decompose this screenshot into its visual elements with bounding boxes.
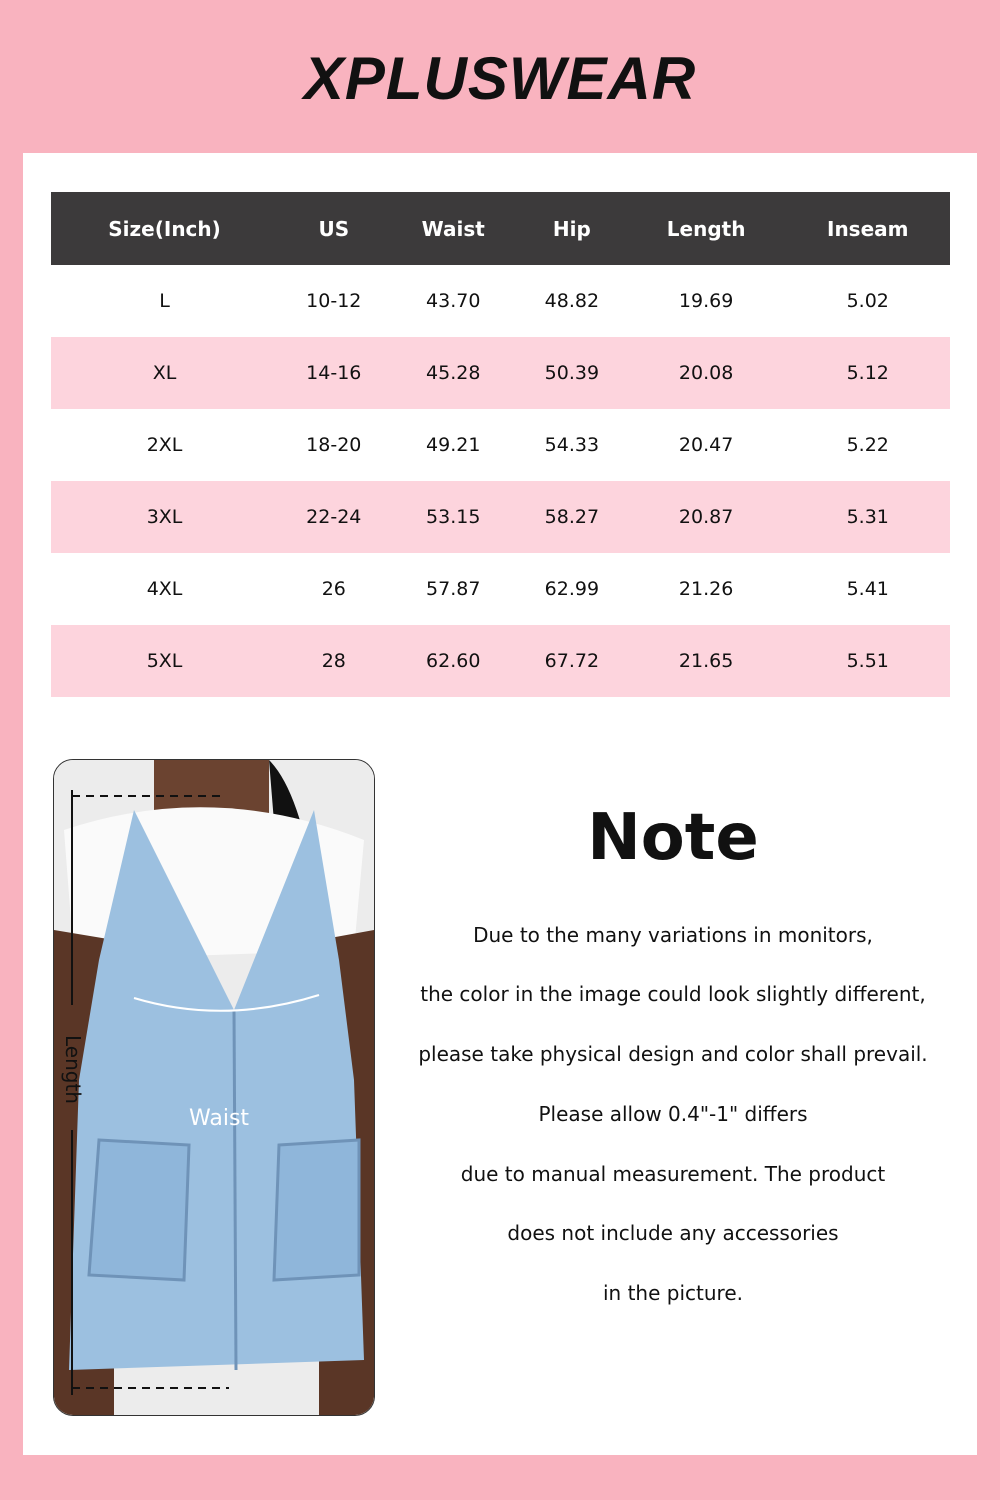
table-cell: 5.31: [785, 481, 950, 553]
table-cell: 49.21: [426, 434, 481, 456]
overalls-illustration: Length Waist: [54, 760, 374, 1415]
product-photo: Length Waist: [53, 759, 375, 1416]
table-cell: 10-12: [306, 290, 362, 312]
size-chart-table: Size(Inch) US Waist Hip Length Inseam L 1…: [51, 192, 950, 697]
table-header-row: Size(Inch) US Waist Hip Length Inseam: [51, 192, 950, 265]
table-cell: 43.70: [426, 290, 481, 312]
table-cell: L: [159, 290, 170, 312]
column-header: US: [278, 192, 390, 265]
note-line: Please allow 0.4"-1" differs: [538, 1102, 808, 1126]
table-cell: 22-24: [278, 481, 390, 553]
table-cell: 5.22: [846, 434, 889, 456]
table-row: 3XL 22-24 53.15 58.27 20.87 5.31: [51, 481, 950, 553]
column-header: Length: [626, 192, 786, 265]
table-cell: 5.51: [785, 625, 950, 697]
note-line: due to manual measurement. The product: [460, 1162, 886, 1186]
note-line: please take physical design and color sh…: [418, 1042, 928, 1066]
table-cell: 18-20: [306, 434, 362, 456]
note-title: Note: [587, 801, 759, 875]
table-cell: 19.69: [678, 290, 734, 312]
table-cell: 3XL: [51, 481, 279, 553]
table-cell: 4XL: [146, 578, 183, 600]
table-cell: XL: [51, 337, 279, 409]
table-cell: 20.87: [626, 481, 786, 553]
table-cell: 14-16: [278, 337, 390, 409]
column-header: Hip: [516, 192, 627, 265]
content-panel: Size(Inch) US Waist Hip Length Inseam L 1…: [23, 153, 977, 1455]
table-cell: 54.33: [544, 434, 600, 456]
column-header: Size(Inch): [51, 192, 279, 265]
table-cell: 62.99: [544, 578, 600, 600]
table-cell: 26: [321, 578, 346, 600]
table-cell: 57.87: [426, 578, 481, 600]
table-cell: 50.39: [516, 337, 627, 409]
table-cell: 28: [278, 625, 390, 697]
length-label: Length: [61, 1035, 85, 1104]
table-cell: 48.82: [544, 290, 600, 312]
table-cell: 5.12: [785, 337, 950, 409]
waist-label: Waist: [189, 1106, 249, 1131]
table-row: XL 14-16 45.28 50.39 20.08 5.12: [51, 337, 950, 409]
column-header: Inseam: [785, 192, 950, 265]
table-cell: 21.26: [678, 578, 734, 600]
table-cell: 45.28: [389, 337, 517, 409]
table-cell: 2XL: [146, 434, 183, 456]
table-row: 2XL 18-20 49.21 54.33 20.47 5.22: [51, 409, 950, 481]
table-row: 4XL 26 57.87 62.99 21.26 5.41: [51, 553, 950, 625]
table-cell: 21.65: [626, 625, 786, 697]
table-cell: 20.08: [626, 337, 786, 409]
note-line: Due to the many variations in monitors,: [473, 923, 873, 947]
table-cell: 53.15: [389, 481, 517, 553]
table-cell: 58.27: [516, 481, 627, 553]
table-cell: 5.02: [846, 290, 889, 312]
brand-logo: XPLUSWEAR: [303, 45, 697, 112]
table-cell: 5.41: [846, 578, 889, 600]
table-cell: 67.72: [516, 625, 627, 697]
table-cell: 5XL: [51, 625, 279, 697]
table-cell: 20.47: [678, 434, 734, 456]
note-line: in the picture.: [603, 1281, 743, 1305]
column-header: Waist: [389, 192, 517, 265]
note-line: does not include any accessories: [507, 1221, 839, 1245]
table-row: 5XL 28 62.60 67.72 21.65 5.51: [51, 625, 950, 697]
table-cell: 62.60: [389, 625, 517, 697]
table-row: L 10-12 43.70 48.82 19.69 5.02: [51, 265, 950, 337]
note-line: the color in the image could look slight…: [420, 982, 926, 1006]
